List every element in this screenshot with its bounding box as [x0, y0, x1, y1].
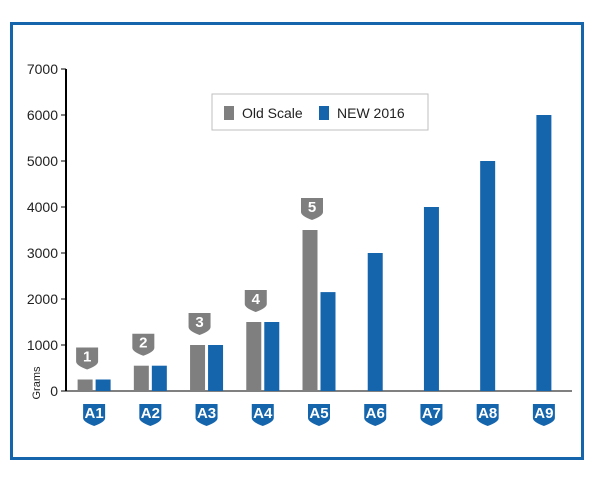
marker-label: 5: [308, 199, 316, 216]
x-badge-a4: A4: [251, 404, 274, 426]
legend-label-new-2016: NEW 2016: [337, 105, 405, 121]
y-tick-label: 1000: [27, 337, 58, 353]
marker-label: 3: [195, 314, 203, 331]
marker-label: 4: [252, 291, 261, 308]
x-axis-badges: A1 A2 A3 A4 A5 A6 A7 A8 A9: [83, 404, 555, 426]
x-badge-a6: A6: [364, 404, 387, 426]
y-tick-label: 6000: [27, 107, 58, 123]
old-scale-marker: 1: [76, 347, 99, 370]
bar-new-2016-a7: [423, 207, 439, 391]
y-tick-label: 3000: [27, 245, 58, 261]
x-badge-a8: A8: [476, 404, 499, 426]
x-badge-a5: A5: [308, 404, 330, 426]
bars: [77, 115, 552, 391]
marker-label: 1: [83, 349, 91, 366]
old-scale-marker: 5: [301, 198, 323, 220]
x-tick-label: A7: [422, 405, 441, 422]
bar-new-2016-a8: [480, 161, 496, 391]
legend-swatch-new-2016: [319, 106, 329, 120]
marker-label: 2: [139, 335, 147, 352]
bar-new-2016-a4: [264, 322, 280, 391]
y-axis-label: Grams: [31, 366, 43, 400]
bar-old-scale-a4: [246, 322, 262, 391]
y-tick-label: 7000: [27, 61, 58, 77]
y-tick-label: 0: [50, 383, 58, 399]
bar-old-scale-a2: [133, 365, 149, 391]
bar-new-2016-a3: [208, 345, 224, 391]
y-tick-label: 2000: [27, 291, 58, 307]
x-badge-a9: A9: [532, 404, 555, 426]
old-scale-marker: 2: [132, 333, 155, 356]
bar-new-2016-a6: [367, 253, 383, 391]
x-tick-label: A9: [534, 405, 553, 422]
legend-label-old-scale: Old Scale: [242, 105, 303, 121]
x-badge-a1: A1: [83, 404, 106, 426]
x-badge-a2: A2: [139, 404, 162, 426]
y-tick-label: 5000: [27, 153, 58, 169]
bar-new-2016-a2: [151, 365, 167, 391]
x-tick-label: A6: [366, 405, 385, 422]
bar-new-2016-a9: [536, 115, 552, 391]
x-tick-label: A3: [197, 405, 216, 422]
old-scale-marker: 3: [188, 313, 211, 335]
x-tick-label: A5: [309, 405, 328, 422]
y-tick-label: 4000: [27, 199, 58, 215]
bar-old-scale-a5: [302, 230, 318, 391]
bar-old-scale-a1: [77, 379, 93, 391]
x-tick-label: A2: [141, 405, 160, 422]
x-tick-label: A1: [85, 405, 104, 422]
old-scale-markers: 1 2 3 4 5: [76, 198, 323, 370]
bar-new-2016-a5: [320, 292, 336, 391]
y-axis: 0 1000 2000 3000 4000 5000 6000 7000: [27, 61, 572, 399]
x-tick-label: A4: [253, 405, 273, 422]
bar-old-scale-a3: [190, 345, 206, 391]
x-badge-a3: A3: [195, 404, 218, 426]
legend: Old Scale NEW 2016: [211, 93, 429, 131]
bar-new-2016-a1: [95, 379, 111, 391]
x-badge-a7: A7: [420, 404, 443, 426]
legend-swatch-old-scale: [224, 106, 234, 120]
old-scale-marker: 4: [244, 290, 267, 312]
x-tick-label: A8: [478, 405, 497, 422]
